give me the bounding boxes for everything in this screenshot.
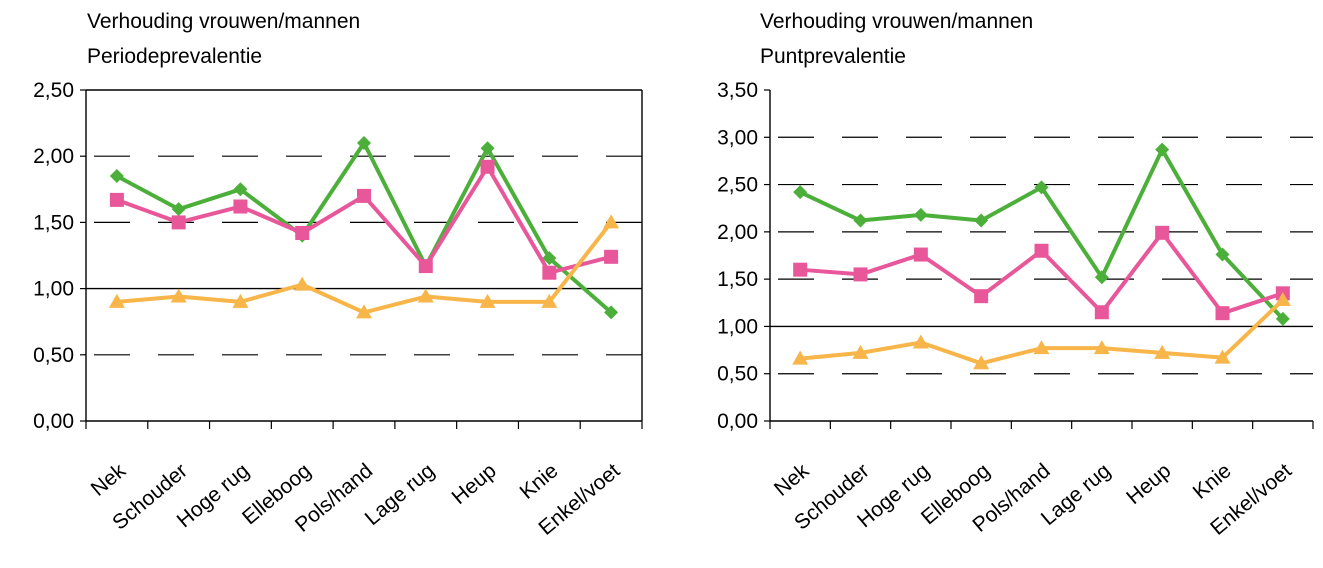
x-category-label: Nek bbox=[770, 459, 814, 501]
series-line bbox=[116, 164, 612, 275]
x-category-label: Lage rug bbox=[361, 459, 439, 530]
x-category-label: Nek bbox=[87, 459, 131, 501]
data-point bbox=[1275, 311, 1290, 326]
series-line bbox=[799, 147, 1285, 321]
y-tick-label: 3,50 bbox=[717, 79, 758, 102]
data-point bbox=[1215, 306, 1230, 321]
data-point bbox=[1155, 225, 1170, 240]
data-point bbox=[973, 355, 990, 370]
data-point bbox=[912, 334, 929, 349]
data-point bbox=[357, 188, 371, 203]
data-point bbox=[108, 293, 125, 308]
data-point bbox=[913, 247, 928, 262]
chart-title-line: Verhouding vrouwen/mannen bbox=[760, 10, 1033, 33]
y-tick-label: 3,00 bbox=[717, 126, 758, 149]
data-point bbox=[233, 199, 248, 214]
data-point bbox=[604, 305, 619, 320]
data-point bbox=[109, 169, 124, 184]
data-point bbox=[793, 185, 808, 200]
data-point bbox=[853, 213, 868, 228]
y-tick-label: 2,00 bbox=[717, 221, 758, 244]
series-3 bbox=[792, 291, 1291, 370]
data-point bbox=[418, 259, 433, 274]
chart-2: Verhouding vrouwen/mannen Puntprevalentie… bbox=[717, 10, 1314, 540]
y-tick-label: 0,50 bbox=[717, 363, 758, 386]
data-point bbox=[541, 293, 558, 308]
y-tick-label: 1,00 bbox=[717, 315, 758, 338]
data-point bbox=[974, 289, 989, 304]
data-point bbox=[295, 225, 310, 240]
series-1 bbox=[793, 142, 1290, 326]
y-tick-label: 2,50 bbox=[717, 174, 758, 197]
series-line bbox=[115, 140, 613, 314]
data-point bbox=[232, 293, 249, 308]
data-point bbox=[1093, 340, 1110, 355]
data-point bbox=[1155, 142, 1170, 157]
data-point bbox=[480, 159, 495, 174]
x-category-label: Heup bbox=[448, 459, 501, 509]
data-point bbox=[356, 304, 372, 319]
data-point bbox=[1215, 247, 1230, 262]
data-point bbox=[1214, 349, 1231, 364]
data-point bbox=[542, 265, 557, 280]
y-tick-label: 2,50 bbox=[33, 79, 74, 102]
x-category-label: Heup bbox=[1122, 459, 1175, 509]
data-point bbox=[1094, 270, 1109, 285]
y-tick-label: 1,00 bbox=[33, 278, 74, 301]
y-tick-label: 0,00 bbox=[33, 410, 74, 433]
data-point bbox=[974, 213, 989, 228]
data-point bbox=[171, 202, 186, 217]
data-point bbox=[480, 141, 495, 156]
data-point bbox=[1034, 180, 1049, 195]
data-point bbox=[233, 182, 248, 197]
chart-1: Verhouding vrouwen/mannen Periodeprevalen… bbox=[33, 10, 643, 540]
data-point bbox=[604, 249, 619, 264]
data-point bbox=[603, 214, 620, 229]
data-point bbox=[1274, 291, 1291, 306]
y-tick-label: 0,50 bbox=[33, 344, 74, 367]
data-point bbox=[109, 192, 124, 207]
y-tick-label: 1,50 bbox=[717, 268, 758, 291]
y-tick-label: 2,00 bbox=[33, 145, 74, 168]
data-point bbox=[1034, 243, 1049, 258]
data-point bbox=[793, 262, 808, 277]
x-category-label: Knie bbox=[1189, 459, 1236, 504]
series-3 bbox=[108, 214, 620, 319]
data-point bbox=[170, 288, 187, 303]
data-point bbox=[1154, 344, 1171, 359]
data-point bbox=[417, 288, 434, 303]
chart-title-line: Verhouding vrouwen/mannen bbox=[87, 10, 360, 33]
y-tick-label: 1,50 bbox=[33, 211, 74, 234]
data-point bbox=[853, 267, 868, 282]
data-point bbox=[852, 344, 869, 359]
data-point bbox=[171, 215, 186, 230]
y-tick-label: 0,00 bbox=[717, 410, 758, 433]
x-category-label: Knie bbox=[516, 459, 563, 504]
data-point bbox=[357, 135, 371, 150]
data-point bbox=[479, 293, 496, 308]
series-1 bbox=[109, 135, 619, 320]
chart-title-line: Periodeprevalentie bbox=[87, 45, 262, 68]
chart-title-line: Puntprevalentie bbox=[760, 45, 906, 68]
data-point bbox=[542, 251, 557, 266]
series-2 bbox=[109, 159, 619, 280]
data-point bbox=[1033, 340, 1050, 355]
data-point bbox=[913, 207, 928, 222]
data-point bbox=[294, 276, 311, 291]
data-point bbox=[1094, 305, 1109, 320]
data-point bbox=[792, 350, 809, 365]
